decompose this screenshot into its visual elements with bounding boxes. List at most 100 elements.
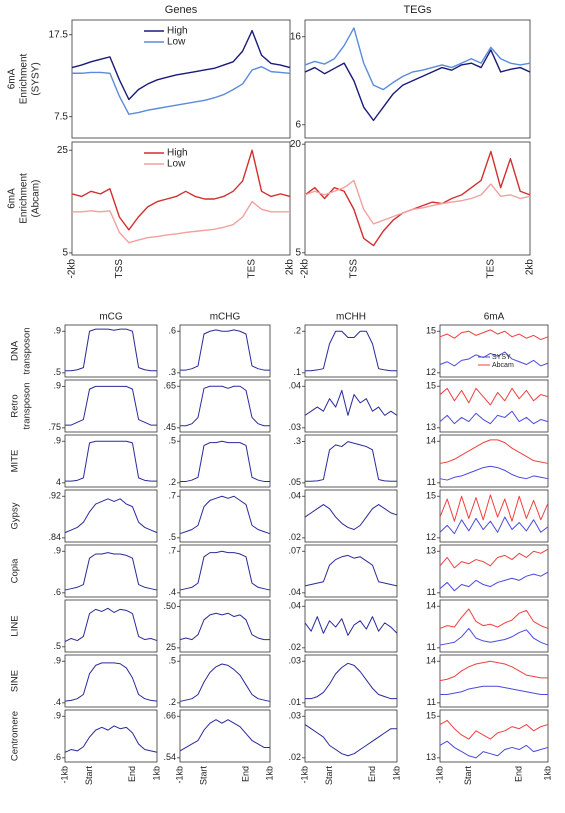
y-tick-label: .7 [168, 491, 176, 501]
series-line [439, 571, 549, 592]
y-axis-label: Gypsy [10, 502, 21, 529]
y-tick-label: .07 [288, 546, 301, 556]
y-tick-label: .5 [168, 532, 176, 542]
y-tick-label: .9 [53, 656, 61, 666]
y-tick-label: .04 [288, 587, 301, 597]
series-line [440, 685, 548, 696]
series-line [304, 554, 398, 587]
y-tick-label: .54 [163, 752, 176, 762]
series-line [439, 387, 549, 406]
series-line [71, 149, 291, 231]
y-tick-label: 11 [427, 587, 436, 597]
x-tick-label: TES [486, 259, 497, 279]
legend-label: High [167, 148, 188, 159]
panel-frame [179, 379, 271, 433]
panel-frame [304, 654, 398, 708]
panel-frame [64, 324, 158, 378]
series-line [439, 516, 549, 535]
panel-frame [179, 709, 271, 763]
y-tick-label: .5 [168, 436, 176, 446]
x-tick-label: End [127, 766, 137, 782]
panel-frame [439, 324, 549, 378]
y-tick-label: 20 [290, 139, 302, 150]
panel-title: 6mA [484, 312, 505, 323]
y-tick-label: .02 [288, 752, 301, 762]
y-tick-label: 5 [295, 247, 301, 258]
y-axis-label: 6mA [7, 188, 18, 209]
y-tick-label: 12 [426, 367, 436, 377]
panel-frame [64, 489, 158, 543]
y-tick-label: 11 [427, 642, 436, 652]
series-line [72, 200, 290, 244]
series-line [304, 724, 397, 757]
y-tick-label: .3 [168, 367, 176, 377]
x-tick-label: TSS [114, 259, 125, 279]
panel-frame [179, 599, 271, 653]
series-line [180, 385, 270, 427]
x-tick-label: TSS [349, 259, 360, 279]
panel-frame [304, 434, 398, 488]
panel-frame [71, 141, 291, 256]
y-tick-label: 14 [426, 656, 436, 666]
y-tick-label: .5 [168, 656, 176, 666]
series-line [304, 150, 531, 247]
panel-title: mCG [99, 312, 123, 323]
y-tick-label: 5 [62, 248, 68, 259]
x-tick-label: TES [247, 259, 258, 279]
series-line [179, 495, 271, 535]
panel-frame [304, 599, 398, 653]
y-axis-label: (Abcam) [31, 180, 42, 218]
panel-frame [439, 709, 549, 763]
series-line [304, 179, 531, 225]
series-line [179, 612, 270, 641]
series-line [65, 328, 157, 372]
legend-label: High [167, 26, 188, 37]
x-tick-label: -2kb [67, 259, 78, 279]
y-tick-label: .9 [53, 436, 61, 446]
x-tick-label: -1kb [174, 766, 184, 784]
x-tick-label: End [240, 766, 250, 782]
legend-label: Low [167, 159, 186, 170]
panel-frame [64, 434, 158, 488]
y-tick-label: .9 [53, 381, 61, 391]
y-tick-label: 16 [290, 31, 302, 42]
x-tick-label: Start [198, 766, 208, 786]
x-tick-label: 2kb [285, 259, 296, 276]
y-tick-label: .05 [288, 477, 301, 487]
y-tick-label: 25 [57, 145, 69, 156]
series-line [64, 607, 158, 643]
y-tick-label: .5 [53, 641, 61, 651]
x-tick-label: 1kb [542, 766, 552, 781]
series-line [304, 616, 398, 636]
series-line [304, 389, 398, 416]
series-line [65, 385, 157, 426]
y-tick-label: 13 [426, 422, 436, 432]
y-tick-label: .6 [53, 752, 61, 762]
series-line [305, 330, 397, 372]
panel-title: mCHG [210, 312, 241, 323]
y-tick-label: .04 [288, 381, 301, 391]
series-line [64, 552, 158, 591]
panel-frame [439, 544, 549, 598]
x-tick-label: -1kb [299, 766, 309, 784]
series-line [439, 351, 549, 367]
y-tick-label: 15 [426, 491, 436, 501]
panel-title: TEGs [403, 4, 432, 16]
panel-title: Genes [165, 4, 198, 16]
y-tick-label: .4 [168, 587, 176, 597]
panel-frame [179, 544, 271, 598]
panel-frame [439, 654, 549, 708]
series-line [64, 662, 158, 702]
y-tick-label: .84 [48, 532, 61, 542]
panel-frame [64, 709, 158, 763]
panel-frame [64, 599, 158, 653]
series-line [439, 329, 549, 341]
y-axis-label: SINE [10, 670, 21, 692]
y-tick-label: .01 [288, 697, 301, 707]
y-tick-label: .2 [168, 477, 176, 487]
series-line [72, 66, 291, 115]
panel-frame [304, 544, 398, 598]
x-tick-label: Start [324, 766, 334, 786]
panel-frame [304, 379, 398, 433]
